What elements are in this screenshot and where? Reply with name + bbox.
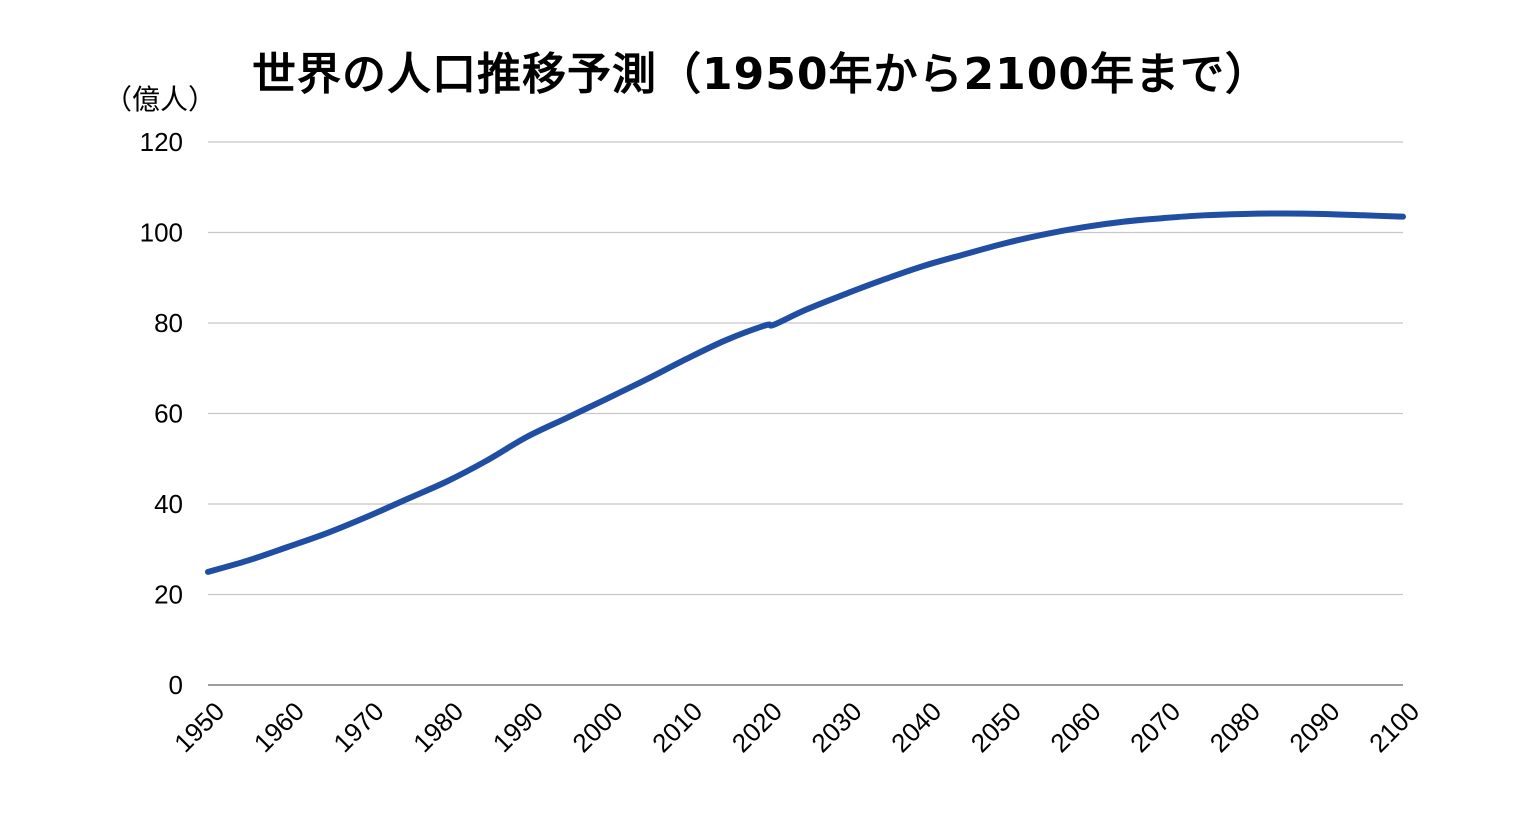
- gridlines: [208, 141, 1403, 686]
- x-tick-label: 1950: [168, 696, 230, 758]
- x-tick-label: 2080: [1204, 696, 1266, 758]
- x-tick-label: 2100: [1363, 696, 1425, 758]
- x-tick-label: 1970: [327, 696, 389, 758]
- chart-title: 世界の人口推移予測（1950年から2100年まで）: [252, 49, 1270, 100]
- y-tick-labels: 0 20 40 60 80 100 120: [140, 127, 183, 700]
- y-tick-label: 100: [140, 218, 183, 248]
- x-tick-label: 2010: [646, 696, 708, 758]
- x-tick-label: 2030: [805, 696, 867, 758]
- x-tick-label: 2090: [1283, 696, 1345, 758]
- x-tick-label: 1980: [407, 696, 469, 758]
- x-tick-label: 2000: [566, 696, 628, 758]
- y-tick-label: 60: [154, 399, 183, 429]
- y-tick-label: 40: [154, 489, 183, 519]
- series-line: [205, 210, 1406, 575]
- y-tick-label: 20: [154, 580, 183, 610]
- x-tick-label: 2070: [1124, 696, 1186, 758]
- x-tick-label: 2050: [965, 696, 1027, 758]
- series-group: [205, 210, 1406, 575]
- x-tick-label: 2060: [1044, 696, 1106, 758]
- x-tick-labels: 1950 1960 1970 1980 1990 2000 2010 2020 2030 2040…: [168, 696, 1425, 758]
- x-tick-label: 2040: [885, 696, 947, 758]
- y-axis-unit-label: （億人）: [104, 83, 217, 116]
- x-tick-label: 2020: [726, 696, 788, 758]
- y-tick-label: 120: [140, 127, 183, 157]
- y-tick-label: 80: [154, 308, 183, 338]
- x-tick-label: 1990: [487, 696, 549, 758]
- x-tick-label: 1960: [248, 696, 310, 758]
- y-tick-label: 0: [169, 670, 183, 700]
